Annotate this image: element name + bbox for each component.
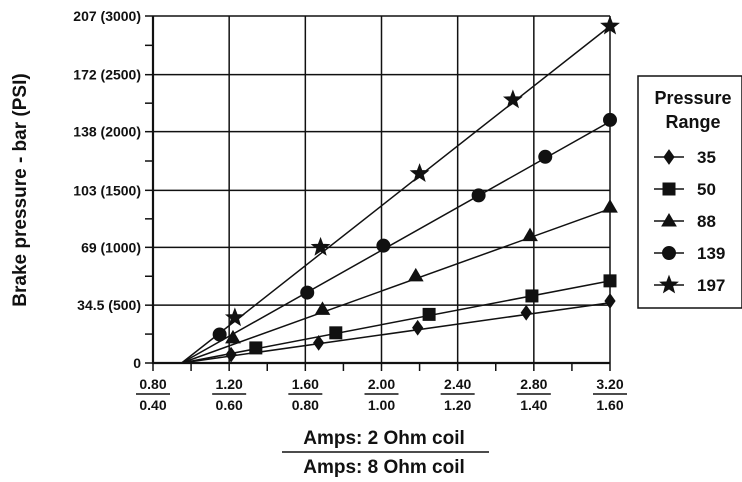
y-tick-label: 0 (133, 355, 141, 371)
data-point-square (249, 341, 263, 355)
legend: Pressure Range 35 50 88 139 197 (637, 75, 742, 309)
x-tick-label-2-ohm: 0.80 (139, 376, 166, 392)
legend-label: 88 (697, 212, 716, 231)
legend-label: 139 (697, 244, 725, 263)
data-point-triangle (602, 199, 618, 213)
series-line (181, 208, 611, 364)
series-35 (181, 293, 616, 364)
grid-lines (145, 15, 611, 371)
x-tick-label-8-ohm: 0.40 (139, 397, 166, 413)
x-tick-label-8-ohm: 1.00 (368, 397, 395, 413)
legend-entries: 35 50 88 139 197 (654, 148, 725, 295)
x-tick-label-2-ohm: 2.80 (520, 376, 547, 392)
legend-label: 50 (697, 180, 716, 199)
legend-title-line2: Range (665, 112, 720, 132)
y-tick-label: 34.5 (500) (77, 297, 141, 313)
data-point-square (422, 307, 436, 321)
data-point-circle (471, 188, 486, 203)
y-tick-label: 69 (1000) (81, 239, 141, 255)
data-point-star (409, 163, 430, 183)
data-point-circle (300, 285, 315, 300)
x-tick-label-2-ohm: 3.20 (596, 376, 623, 392)
data-point-star (600, 15, 620, 35)
y-tick-label: 138 (2000) (73, 124, 141, 140)
data-point-diamond (520, 304, 532, 321)
x-axis-label-2-ohm: Amps: 2 Ohm coil (303, 428, 465, 449)
data-point-square (603, 274, 617, 288)
data-point-circle (376, 238, 391, 253)
legend-marker-triangle (661, 213, 677, 227)
series-group (181, 15, 620, 364)
x-tick-label-8-ohm: 0.80 (292, 397, 319, 413)
x-tick-label-8-ohm: 1.60 (596, 397, 623, 413)
data-point-circle (603, 112, 617, 127)
data-point-circle (538, 149, 553, 164)
x-tick-label-2-ohm: 1.20 (216, 376, 243, 392)
data-point-diamond (604, 293, 616, 309)
series-50 (181, 274, 617, 364)
series-139 (181, 112, 617, 364)
legend-entry-139: 139 (654, 244, 725, 263)
legend-entry-88: 88 (654, 212, 716, 231)
series-line (181, 280, 611, 364)
legend-title-line1: Pressure (654, 88, 731, 108)
y-tick-label: 172 (2500) (73, 67, 141, 83)
legend-marker-star (659, 274, 679, 294)
data-point-diamond (313, 335, 325, 351)
data-point-star (310, 236, 331, 256)
data-point-triangle (522, 227, 538, 242)
data-point-square (525, 289, 539, 303)
x-tick-label-2-ohm: 1.60 (292, 376, 319, 392)
y-tick-label: 207 (3000) (73, 8, 141, 24)
legend-label: 35 (697, 148, 716, 167)
y-axis-label: Brake pressure - bar (PSI) (10, 73, 31, 306)
series-197 (181, 15, 620, 364)
legend-label: 197 (697, 276, 725, 295)
data-point-diamond (412, 319, 424, 336)
legend-entry-35: 35 (654, 148, 716, 167)
legend-marker-square (662, 182, 676, 196)
series-line (181, 25, 611, 364)
legend-entry-197: 197 (654, 274, 725, 295)
x-axis-label-8-ohm: Amps: 8 Ohm coil (303, 457, 465, 478)
legend-box (637, 75, 742, 309)
x-tick-labels: 0.80 0.40 1.20 0.60 1.60 0.80 2.00 1.00 2.40 1.20… (136, 376, 627, 413)
x-tick-label-8-ohm: 1.40 (520, 397, 547, 413)
series-88 (181, 199, 618, 364)
y-tick-label: 103 (1500) (73, 182, 141, 198)
axes (151, 16, 610, 365)
x-tick-label-8-ohm: 1.20 (444, 397, 471, 413)
data-point-square (329, 326, 343, 340)
series-line (181, 120, 611, 364)
y-tick-labels: 0 34.5 (500) 69 (1000) 103 (1500) 138 (2000)… (73, 8, 141, 371)
data-point-star (502, 89, 523, 109)
legend-marker-circle (662, 246, 676, 260)
x-tick-label-2-ohm: 2.00 (368, 376, 395, 392)
legend-marker-diamond (663, 149, 675, 165)
x-tick-label-2-ohm: 2.40 (444, 376, 471, 392)
legend-entry-50: 50 (654, 180, 716, 199)
data-point-triangle (314, 301, 331, 315)
data-point-triangle (407, 267, 424, 282)
x-tick-label-8-ohm: 0.60 (216, 397, 243, 413)
data-point-star (224, 307, 245, 327)
